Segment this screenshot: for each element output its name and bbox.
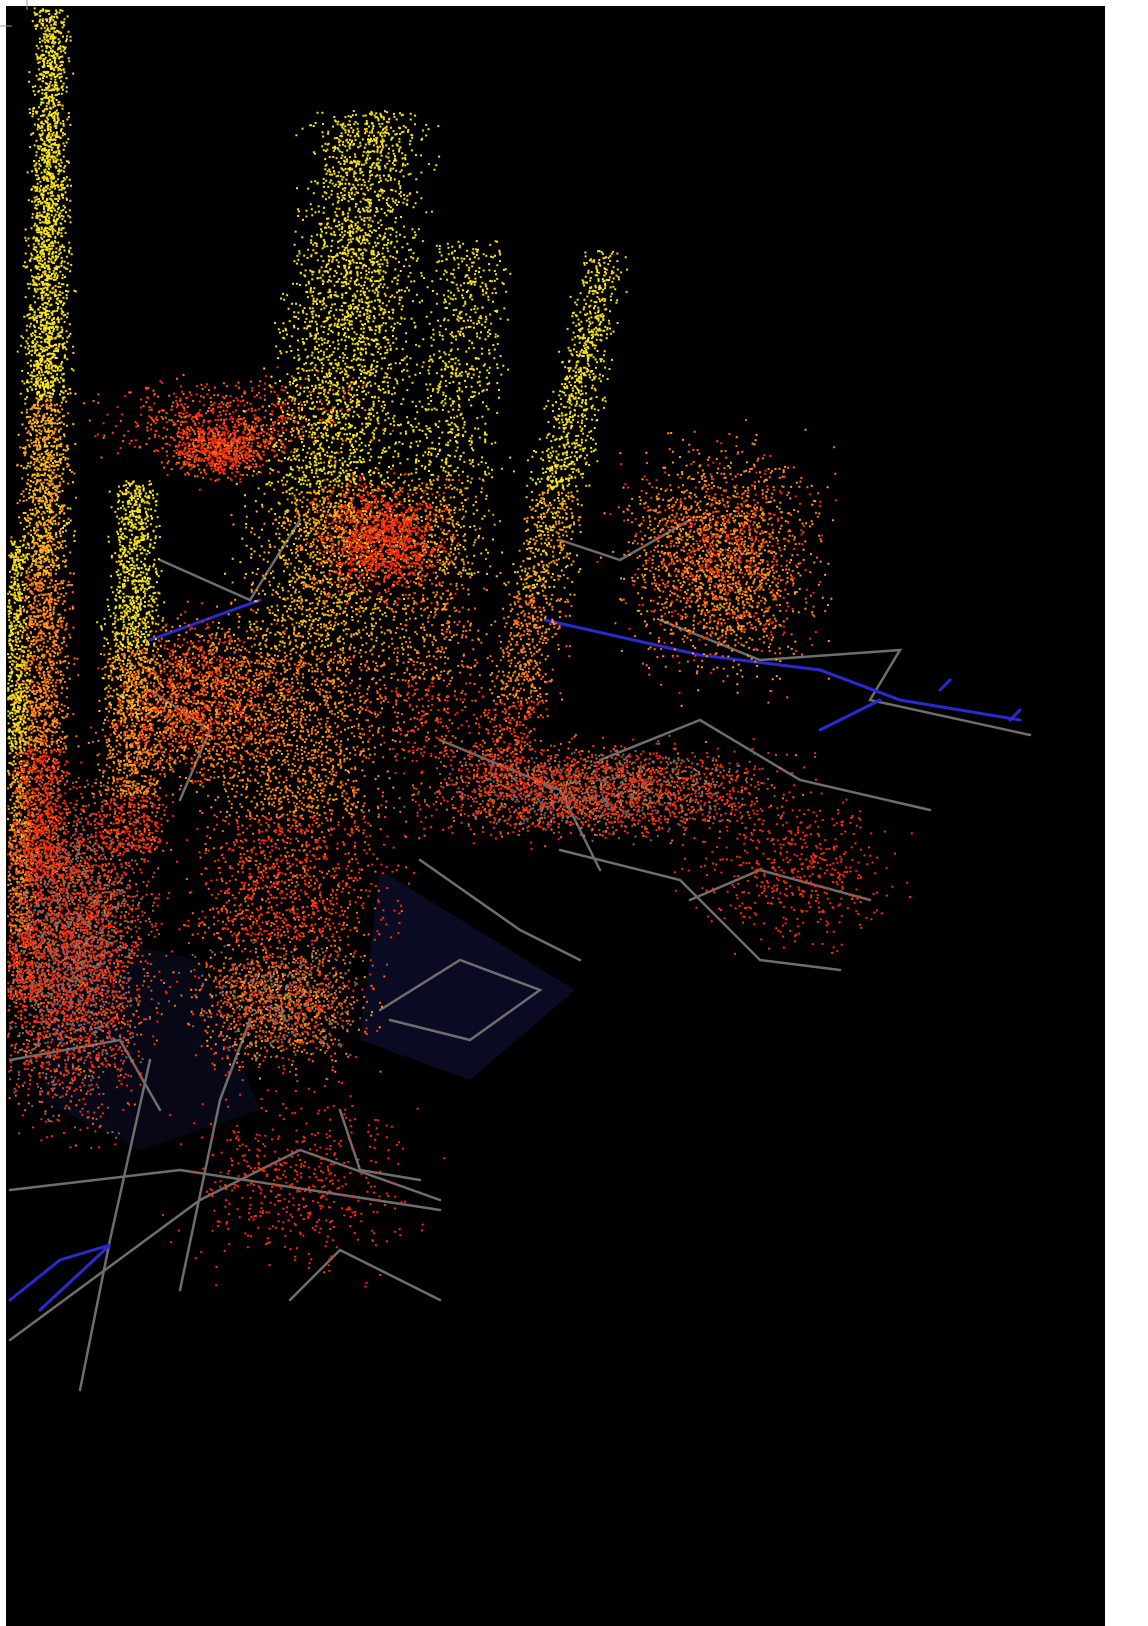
road: [558, 848, 842, 972]
point-group: [7, 7, 629, 749]
canvas-background: [6, 6, 1105, 1626]
ground-patch: [360, 870, 575, 1080]
road: [418, 858, 582, 962]
road: [8, 1038, 162, 1112]
road: [288, 1248, 442, 1302]
road-network: [8, 518, 1032, 1392]
road: [378, 958, 543, 1042]
point-group: [7, 370, 837, 1147]
road: [148, 688, 212, 802]
point-cloud: [7, 7, 913, 1288]
river: [938, 678, 1022, 722]
river: [543, 618, 1022, 722]
road: [658, 618, 1032, 737]
river: [148, 598, 262, 642]
river: [8, 1243, 112, 1312]
road: [338, 1108, 422, 1182]
waterways: [8, 598, 1022, 1312]
road: [78, 1058, 152, 1392]
river: [818, 698, 882, 732]
ground-patch: [40, 930, 260, 1150]
road: [178, 1018, 252, 1292]
road: [598, 718, 932, 812]
